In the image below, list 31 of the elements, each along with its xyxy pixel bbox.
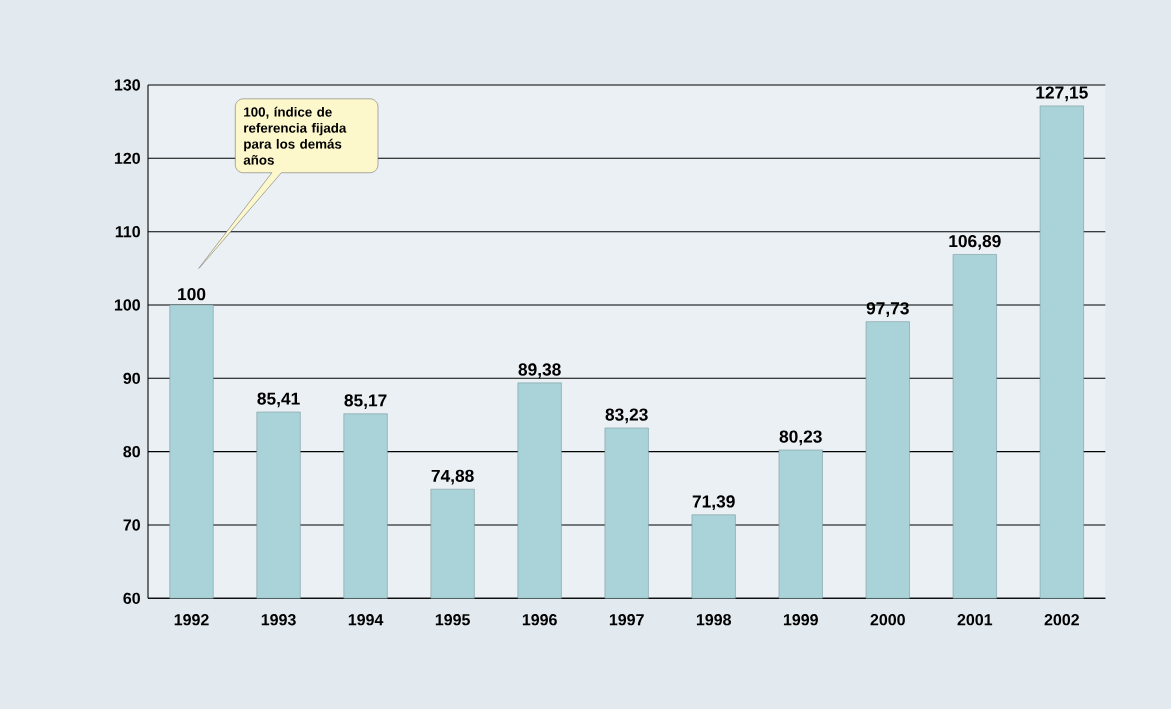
y-tick-label: 90 bbox=[123, 372, 140, 384]
x-tick-label: 1995 bbox=[435, 614, 470, 626]
data-label: 97,73 bbox=[866, 302, 909, 317]
y-tick-label: 60 bbox=[123, 592, 140, 604]
y-tick-label: 100 bbox=[114, 299, 140, 311]
y-tick-label: 110 bbox=[115, 226, 140, 238]
x-tick-label: 1992 bbox=[174, 614, 209, 626]
annotation: 100, índice de referencia fijada para los demás años bbox=[243, 106, 347, 165]
x-tick-label: 2000 bbox=[870, 614, 905, 626]
data-label: 71,39 bbox=[692, 495, 735, 511]
x-tick-label: 1998 bbox=[696, 614, 731, 626]
data-label: 106,89 bbox=[949, 234, 1001, 250]
y-tick-label: 80 bbox=[123, 446, 140, 458]
x-tick-label: 1994 bbox=[348, 614, 384, 626]
data-label: 85,17 bbox=[344, 394, 387, 410]
data-label: 89,38 bbox=[518, 363, 561, 379]
x-tick-label: 2001 bbox=[957, 614, 993, 626]
data-label: 74,88 bbox=[431, 469, 474, 485]
y-tick-label: 70 bbox=[123, 519, 140, 531]
data-label: 85,41 bbox=[257, 392, 300, 408]
data-label: 80,23 bbox=[779, 430, 822, 446]
y-tick-label: 120 bbox=[114, 152, 140, 164]
y-tick-label: 130 bbox=[114, 79, 140, 91]
x-tick-label: 1997 bbox=[609, 614, 644, 626]
data-label: 127,15 bbox=[1036, 86, 1088, 102]
x-tick-label: 1996 bbox=[522, 614, 557, 626]
data-label: 100 bbox=[178, 288, 206, 301]
x-tick-label: 2002 bbox=[1044, 614, 1079, 626]
x-tick-label: 1993 bbox=[261, 614, 296, 626]
x-tick-label: 1999 bbox=[783, 614, 818, 626]
data-label: 83,23 bbox=[605, 408, 648, 424]
